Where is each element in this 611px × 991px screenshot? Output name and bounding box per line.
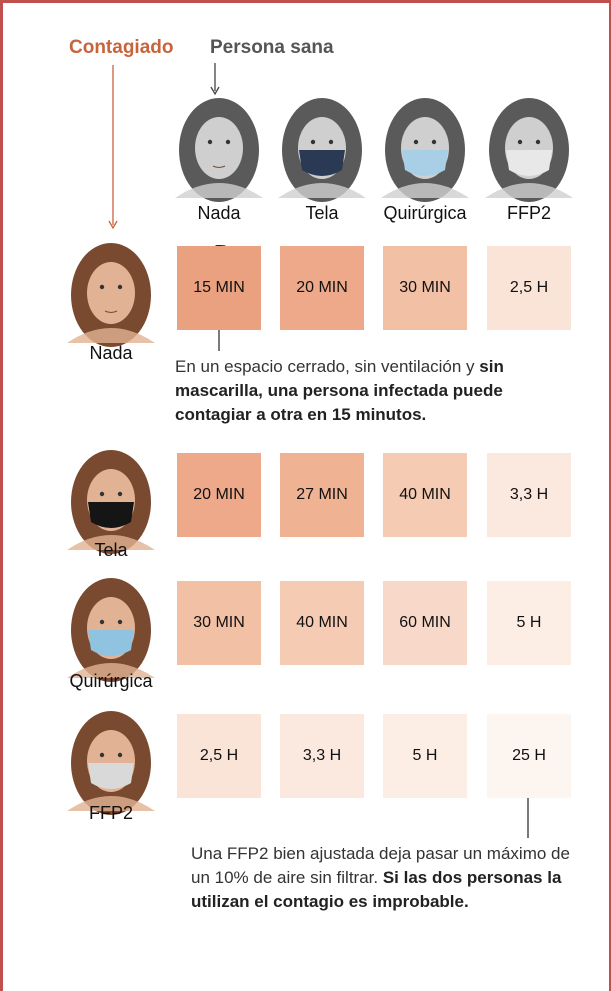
eye: [100, 492, 104, 496]
time-cell: 25 H: [487, 714, 571, 798]
mask: [299, 150, 345, 176]
shoulders: [485, 183, 573, 198]
time-cell: 2,5 H: [177, 714, 261, 798]
eye: [536, 140, 540, 144]
eye: [329, 140, 333, 144]
time-cell: 5 H: [487, 581, 571, 665]
annotation: Una FFP2 bien ajustada deja pasar un máx…: [191, 842, 571, 914]
time-cell: 60 MIN: [383, 581, 467, 665]
time-cell: 15 MIN: [177, 246, 261, 330]
column-label: FFP2: [474, 203, 584, 224]
face-illustration: [381, 98, 469, 202]
time-cell: 5 H: [383, 714, 467, 798]
row-label: Quirúrgica: [56, 671, 166, 692]
eye: [414, 140, 418, 144]
row-label: FFP2: [56, 803, 166, 824]
time-cell: 20 MIN: [177, 453, 261, 537]
mask: [88, 502, 134, 528]
mask: [402, 150, 448, 176]
infected-label: Contagiado: [69, 37, 174, 59]
face-illustration: [67, 711, 155, 815]
row-label: Nada: [56, 343, 166, 364]
eye: [100, 285, 104, 289]
infographic: Contagiado Persona sana NadaTelaQuirúrgi…: [0, 0, 611, 991]
healthy-label: Persona sana: [210, 37, 334, 59]
arrows: [109, 65, 117, 228]
time-cell: 40 MIN: [383, 453, 467, 537]
time-cell: 40 MIN: [280, 581, 364, 665]
face-illustration: [485, 98, 573, 202]
eye: [311, 140, 315, 144]
eye: [100, 753, 104, 757]
time-cell: 27 MIN: [280, 453, 364, 537]
shoulders: [381, 183, 469, 198]
face-illustration: [67, 450, 155, 554]
column-label: Tela: [267, 203, 377, 224]
face-illustration: [67, 243, 155, 347]
face-illustration: [278, 98, 366, 202]
time-cell: 3,3 H: [487, 453, 571, 537]
mask: [88, 763, 134, 789]
time-cell: 20 MIN: [280, 246, 364, 330]
eye: [118, 753, 122, 757]
time-cell: 2,5 H: [487, 246, 571, 330]
eye: [100, 620, 104, 624]
row-label: Tela: [56, 540, 166, 561]
eye: [518, 140, 522, 144]
eye: [208, 140, 212, 144]
shoulders: [278, 183, 366, 198]
eye: [118, 492, 122, 496]
column-label: Quirúrgica: [370, 203, 480, 224]
eye: [432, 140, 436, 144]
mask: [88, 630, 134, 656]
eye: [118, 620, 122, 624]
mask: [506, 150, 552, 176]
head: [195, 117, 243, 179]
face-illustration: [175, 98, 263, 202]
eye: [118, 285, 122, 289]
eye: [226, 140, 230, 144]
column-label: Nada: [164, 203, 274, 224]
arrows: [211, 63, 219, 94]
face-illustration: [67, 578, 155, 682]
shoulders: [175, 183, 263, 198]
annotation-text: En un espacio cerrado, sin ventilación y: [175, 357, 479, 376]
time-cell: 30 MIN: [177, 581, 261, 665]
annotation: En un espacio cerrado, sin ventilación y…: [175, 355, 575, 427]
time-cell: 30 MIN: [383, 246, 467, 330]
shoulders: [67, 328, 155, 343]
time-cell: 3,3 H: [280, 714, 364, 798]
head: [87, 262, 135, 324]
